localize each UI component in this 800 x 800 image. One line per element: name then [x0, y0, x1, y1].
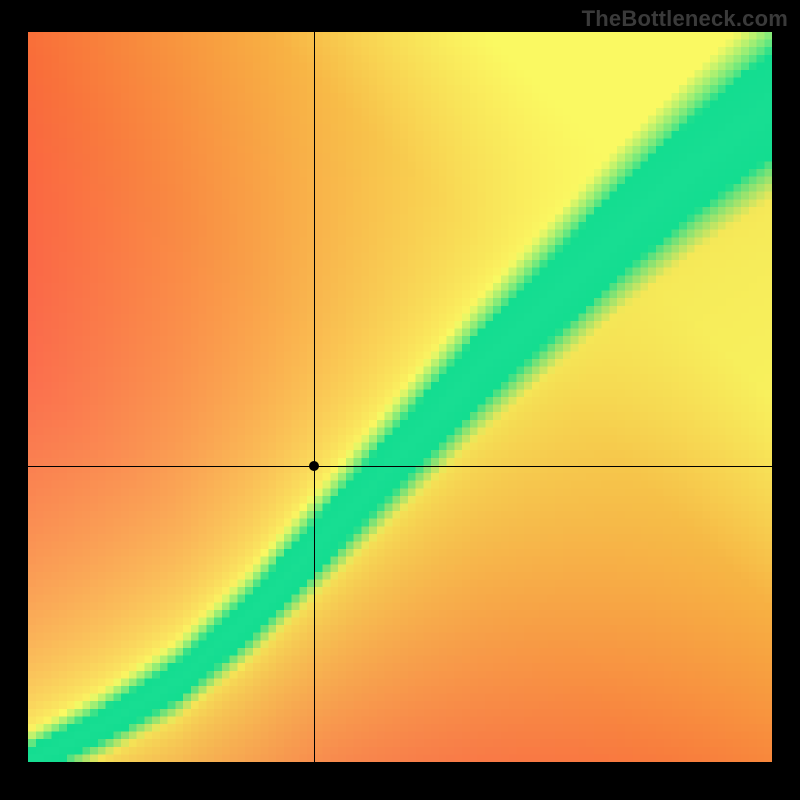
watermark-text: TheBottleneck.com [582, 6, 788, 32]
heatmap-plot [28, 32, 772, 762]
heatmap-canvas [28, 32, 772, 762]
crosshair-horizontal [28, 466, 772, 467]
crosshair-vertical [314, 32, 315, 762]
